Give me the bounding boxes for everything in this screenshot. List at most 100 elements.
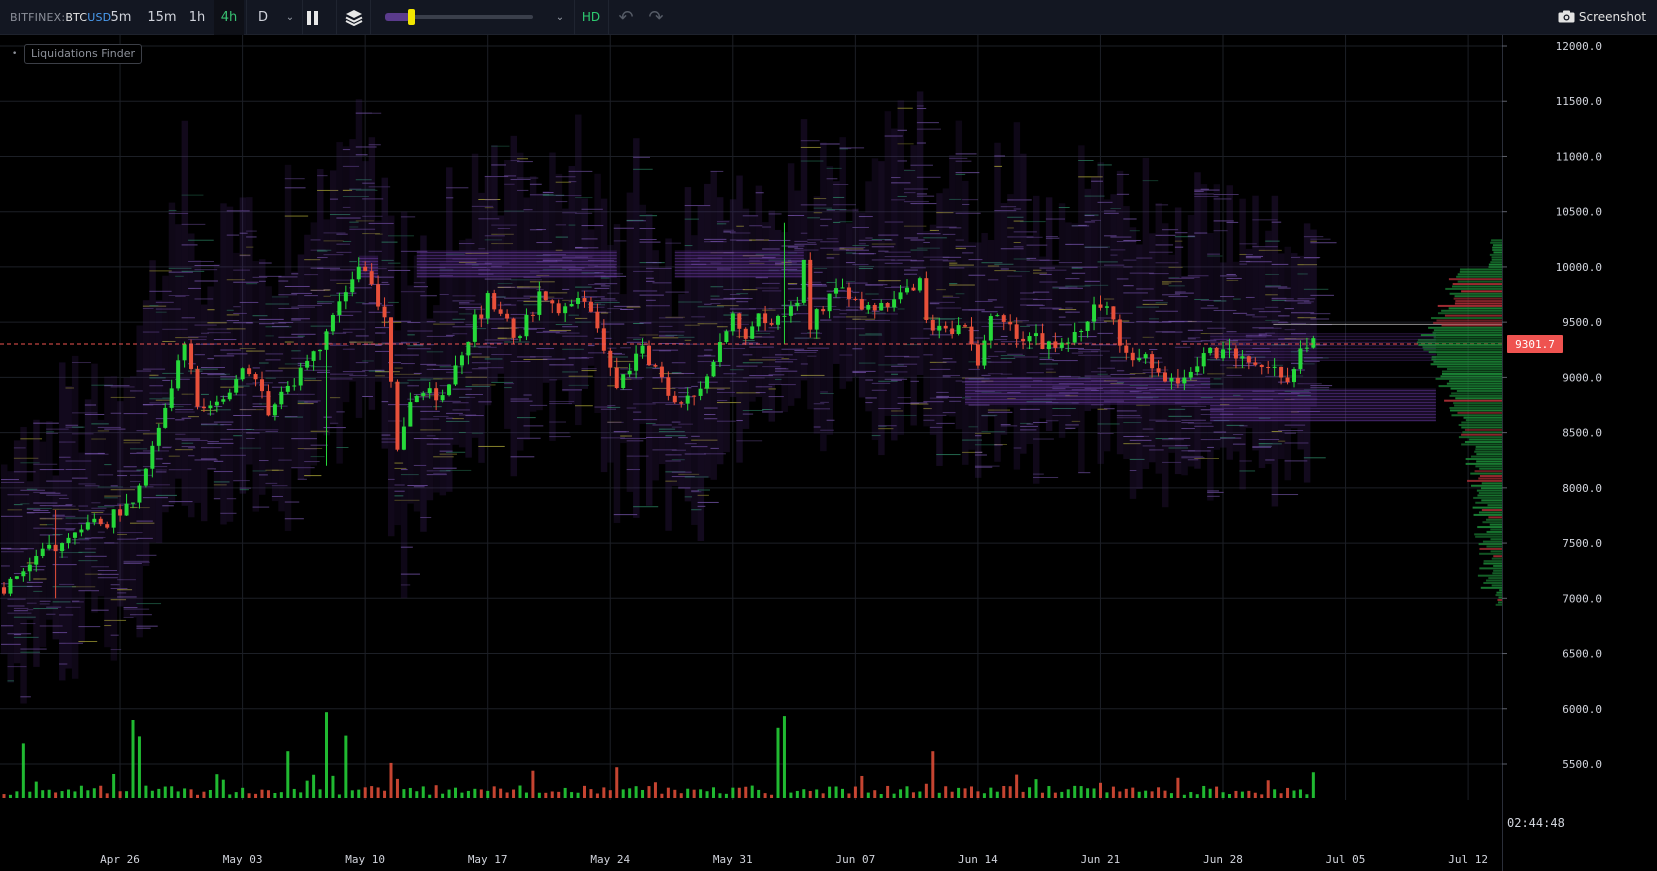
heatmap-level [117,470,141,472]
heatmap-level [142,404,154,406]
heatmap-level [52,528,76,530]
heatmap-level [1194,196,1219,198]
heatmap-level [1078,224,1087,226]
heatmap-level [278,294,298,296]
heatmap-level [981,311,998,313]
heatmap-level [987,318,1007,320]
heatmap-level [523,295,548,297]
heatmap-level [775,358,798,360]
bar-style-icon[interactable] [306,0,332,35]
heatmap-level [1278,315,1290,317]
heatmap-level [162,447,171,449]
opacity-slider-handle[interactable] [408,9,415,25]
heatmap-level [749,375,773,377]
heatmap-level [1284,432,1297,434]
chevron-down-icon[interactable]: ⌄ [285,12,295,23]
profile-bar [1475,501,1502,504]
y-tick-label: 9000.0 [1562,371,1602,384]
heatmap-level [259,323,275,325]
timeframe-5m[interactable]: 5m [110,10,132,25]
heatmap-level [607,356,629,358]
heatmap-column [691,235,698,525]
heatmap-level [1278,381,1291,383]
heatmap-level [278,367,301,369]
heatmap-level [646,367,664,369]
heatmap-column [839,137,846,389]
heatmap-level [13,471,36,473]
heatmap-level [168,295,190,297]
heatmap-level [497,227,511,229]
hd-toggle[interactable]: HD [581,10,601,24]
heatmap-level [1265,332,1275,334]
heatmap-level [400,469,408,471]
heatmap-level [52,601,71,603]
heatmap-level [175,433,186,435]
heatmap-level [452,388,472,390]
heatmap-level [246,230,257,232]
timeframe-d[interactable]: D [257,10,268,25]
volume-bar [808,790,812,798]
undo-icon[interactable]: ↶ [618,7,634,28]
heatmap-level [878,380,898,382]
heatmap-level [607,292,620,294]
heatmap-level [478,198,501,200]
profile-bar [1452,283,1502,286]
symbol-selector[interactable]: BITFINEX:BTCUSD [10,0,111,35]
volume-bar [653,782,657,798]
heatmap-level [497,337,514,339]
heatmap-level [936,226,957,228]
heatmap-level [1052,407,1076,409]
volume-bar [447,789,451,798]
timeframe-4h[interactable]: 4h [214,0,244,35]
heatmap-level [291,438,317,440]
heatmap-level [710,302,721,304]
heatmap-level [504,297,531,299]
profile-bar [1461,421,1502,424]
volume-bar [125,791,129,798]
heatmap-level [755,239,764,241]
volume-bar [1169,793,1173,798]
heatmap-level [620,368,633,370]
volume-bar [150,790,154,798]
price-chart[interactable]: 12000.011500.011000.010500.010000.09500.… [0,35,1657,871]
chevron-down-icon[interactable]: ⌄ [555,12,565,23]
heatmap-level [317,371,331,373]
heatmap-level [336,233,348,235]
indicator-legend[interactable]: Liquidations Finder [24,44,143,64]
heatmap-level [233,281,259,283]
volume-bar [892,793,896,798]
heatmap-level [787,299,812,301]
heatmap-column [633,138,640,518]
volume-bar [1060,791,1064,798]
timeframe-15m[interactable]: 15m [147,10,177,25]
heatmap-level [52,632,68,634]
profile-bar [1428,351,1502,354]
heatmap-level [1310,318,1330,320]
screenshot-button[interactable]: Screenshot [1557,0,1647,35]
heatmap-level [407,345,424,347]
heatmap-level [491,233,514,235]
heatmap-level [65,529,75,531]
heatmap-level [1045,269,1067,271]
heatmap-level [39,600,51,602]
heatmap-level [652,387,676,389]
heatmap-level [858,216,873,218]
heatmap-level [136,370,152,372]
profile-bar [1497,601,1502,604]
layers-icon[interactable] [338,0,368,35]
redo-icon[interactable]: ↷ [648,7,664,28]
timeframe-1h[interactable]: 1h [188,10,206,25]
heatmap-level [1155,244,1174,246]
candle-body [389,317,393,382]
heatmap-level [678,487,691,489]
heatmap-level [446,420,470,422]
volume-bar [279,792,283,798]
heatmap-level [671,362,686,364]
profile-bar [1462,431,1502,434]
opacity-slider[interactable] [385,15,533,19]
heatmap-level [394,367,403,369]
heatmap-level [839,248,864,250]
heatmap-level [117,532,143,534]
candle-body [518,336,522,338]
heatmap-level [375,350,391,352]
